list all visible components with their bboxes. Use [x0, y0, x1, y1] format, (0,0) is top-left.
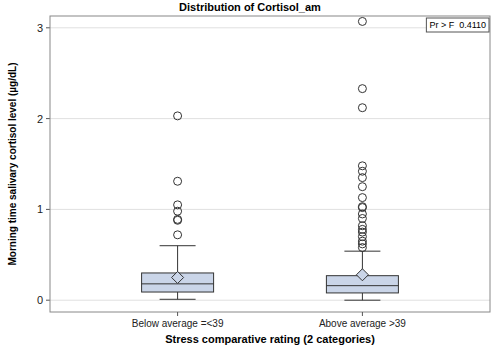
- whisker-cap-upper: [160, 245, 196, 246]
- tick-mark: [46, 300, 50, 301]
- tick-label: 1: [37, 203, 43, 215]
- outlier: [174, 201, 182, 209]
- outlier: [358, 17, 366, 25]
- outlier: [358, 237, 366, 245]
- outlier: [358, 183, 366, 191]
- tick-label: 2: [37, 113, 43, 125]
- whisker-upper: [177, 246, 178, 273]
- outlier: [358, 214, 366, 222]
- mean-marker: [172, 271, 184, 283]
- outlier: [358, 162, 366, 170]
- outlier: [174, 231, 182, 239]
- x-tick-mark: [362, 312, 363, 316]
- category-label: Above average >39: [319, 318, 406, 329]
- whisker-cap-lower: [344, 300, 380, 301]
- plot-frame: [50, 16, 490, 312]
- outlier: [174, 216, 182, 224]
- outlier: [358, 85, 366, 93]
- tick-mark: [46, 209, 50, 210]
- outlier: [358, 204, 366, 212]
- grid-line: [50, 300, 490, 301]
- outlier: [358, 203, 366, 211]
- x-tick-mark: [177, 312, 178, 316]
- title: Distribution of Cortisol_am: [179, 1, 321, 13]
- median: [326, 285, 398, 286]
- tick-label: 0: [37, 294, 43, 306]
- x-axis-label: Stress comparative rating (2 categories): [165, 333, 375, 345]
- tick-mark: [46, 118, 50, 119]
- grid-line: [50, 118, 490, 119]
- outlier: [174, 177, 182, 185]
- category-label: Below average =<39: [132, 318, 224, 329]
- outlier: [358, 194, 366, 202]
- chart: 0 1 2 3 Below average =<39 Above average >39 D…: [0, 0, 500, 350]
- whisker-lower: [362, 293, 363, 300]
- marks: [142, 17, 399, 300]
- grid-line: [50, 209, 490, 210]
- annotation-box: [426, 18, 489, 32]
- grid-line: [50, 27, 490, 28]
- whisker-lower: [177, 292, 178, 299]
- background: [0, 0, 500, 350]
- outlier: [358, 104, 366, 112]
- outlier: [174, 112, 182, 120]
- mean-marker: [356, 269, 368, 281]
- annotation-text: Pr > F 0.4110: [429, 20, 486, 30]
- tick-label: 3: [37, 22, 43, 34]
- outlier: [174, 215, 182, 223]
- annotation: Pr > F 0.4110: [426, 18, 489, 32]
- y-axis-label: Morning time salivary cortisol level (µg…: [7, 62, 18, 265]
- tick-mark: [46, 27, 50, 28]
- whisker-cap-lower: [160, 299, 196, 300]
